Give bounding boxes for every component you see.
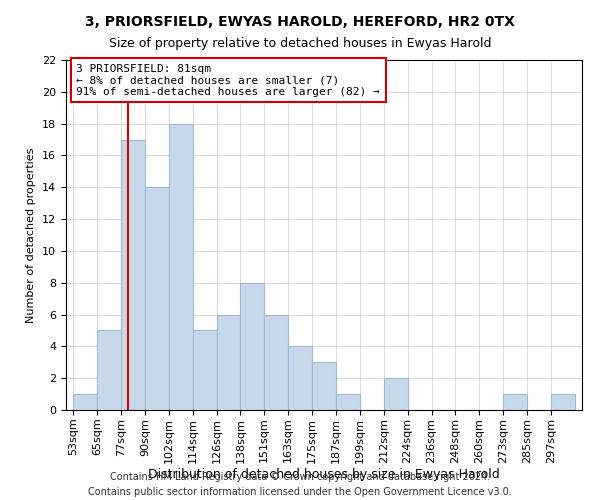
Bar [193, 330, 217, 410]
Bar [145, 188, 169, 410]
Bar [312, 362, 336, 410]
Bar [121, 140, 145, 410]
Bar [241, 282, 264, 410]
Bar [264, 314, 288, 410]
Text: Contains public sector information licensed under the Open Government Licence v3: Contains public sector information licen… [88, 487, 512, 497]
Text: Size of property relative to detached houses in Ewyas Harold: Size of property relative to detached ho… [109, 38, 491, 51]
Text: 3, PRIORSFIELD, EWYAS HAROLD, HEREFORD, HR2 0TX: 3, PRIORSFIELD, EWYAS HAROLD, HEREFORD, … [85, 15, 515, 29]
Text: Contains HM Land Registry data © Crown copyright and database right 2024.: Contains HM Land Registry data © Crown c… [110, 472, 490, 482]
Text: 3 PRIORSFIELD: 81sqm
← 8% of detached houses are smaller (7)
91% of semi-detache: 3 PRIORSFIELD: 81sqm ← 8% of detached ho… [76, 64, 380, 96]
Bar [217, 314, 241, 410]
Bar [288, 346, 312, 410]
Bar [73, 394, 97, 410]
Bar [97, 330, 121, 410]
Y-axis label: Number of detached properties: Number of detached properties [26, 148, 37, 322]
Bar [169, 124, 193, 410]
X-axis label: Distribution of detached houses by size in Ewyas Harold: Distribution of detached houses by size … [148, 468, 500, 481]
Bar [551, 394, 575, 410]
Bar [336, 394, 360, 410]
Bar [384, 378, 407, 410]
Bar [503, 394, 527, 410]
